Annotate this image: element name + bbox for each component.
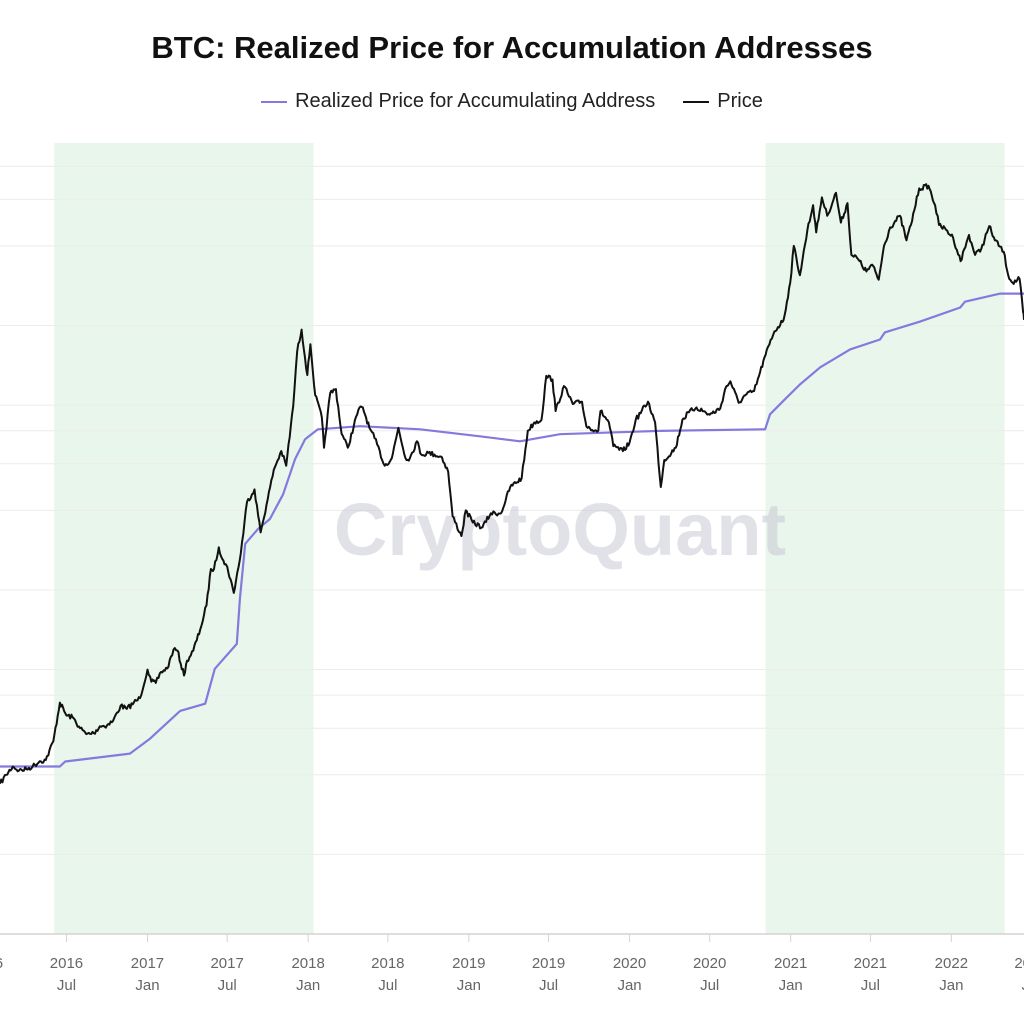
x-tick-label-year: 2019	[532, 955, 565, 972]
watermark-cryptoquant: CryptoQuant	[334, 488, 786, 571]
legend-label-realized-price: Realized Price for Accumulating Address	[295, 90, 656, 112]
x-tick-label-year: 2017	[131, 955, 164, 972]
x-tick-label-year: 2022	[1014, 955, 1024, 972]
x-tick-label-year: 2020	[613, 955, 646, 972]
x-tick-label-month: Jul	[218, 977, 237, 994]
realized-price-series-line	[0, 292, 1024, 768]
x-tick-label-month: Jul	[700, 977, 719, 994]
x-tick-label-month: Jan	[617, 977, 641, 994]
x-tick-label-month: Jan	[457, 977, 481, 994]
x-tick-label-year: 2018	[371, 955, 404, 972]
legend: Realized Price for Accumulating Address …	[0, 90, 1024, 113]
x-tick-label-year: 2021	[774, 955, 807, 972]
x-tick-label-year: 2016	[0, 955, 3, 972]
x-tick-label-year: 2019	[452, 955, 485, 972]
x-tick-label-month: Jul	[378, 977, 397, 994]
legend-item-realized-price[interactable]: Realized Price for Accumulating Address	[261, 90, 655, 113]
legend-label-price: Price	[717, 90, 763, 112]
highlight-band-2	[765, 143, 1005, 934]
x-tick-label-month: Jan	[296, 977, 320, 994]
x-tick-label-year: 2018	[291, 955, 324, 972]
legend-swatch-price	[683, 100, 710, 103]
x-tick-label-year: 2020	[693, 955, 726, 972]
x-tick-label-month: Jan	[135, 977, 159, 994]
x-tick-label-month: Jul	[57, 977, 76, 994]
legend-item-price[interactable]: Price	[683, 90, 763, 113]
highlight-band-1	[54, 143, 314, 934]
x-tick-label-year: 2022	[935, 955, 968, 972]
x-tick-label-month: Jul	[861, 977, 880, 994]
x-tick-label-month: Jul	[1021, 977, 1024, 994]
price-series-line	[0, 183, 1024, 784]
legend-swatch-realized-price	[261, 100, 288, 103]
x-tick-label-year: 2021	[854, 955, 887, 972]
x-tick-label-month: Jan	[939, 977, 963, 994]
x-tick-label-month: Jan	[779, 977, 803, 994]
x-tick-label-year: 2017	[210, 955, 243, 972]
chart-title: BTC: Realized Price for Accumulation Add…	[151, 30, 873, 65]
x-tick-label-year: 2016	[50, 955, 83, 972]
x-tick-label-month: Jul	[539, 977, 558, 994]
